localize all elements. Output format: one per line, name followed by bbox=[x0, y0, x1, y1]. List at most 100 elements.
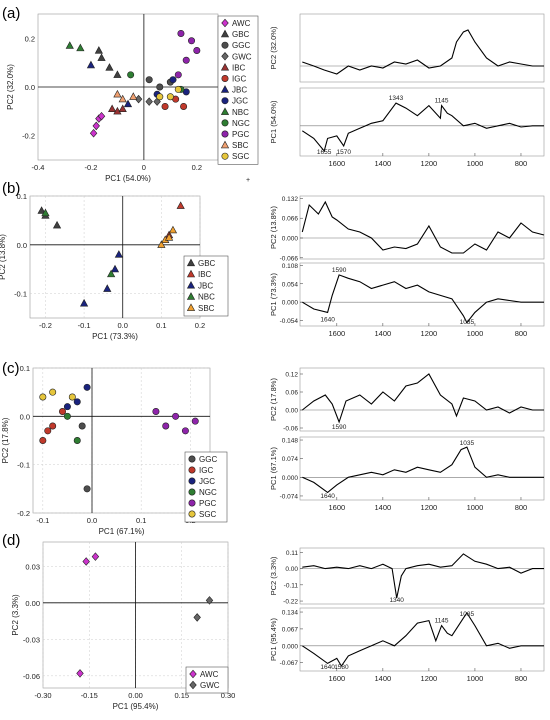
data-point bbox=[49, 388, 57, 396]
data-point bbox=[161, 102, 169, 110]
legend-marker bbox=[186, 280, 196, 289]
y-tick-label: 0.000 bbox=[282, 300, 299, 307]
legend-marker bbox=[221, 97, 229, 105]
x-tick-label: 1400 bbox=[375, 159, 392, 168]
y-tick-label: 0.132 bbox=[282, 196, 299, 203]
data-point bbox=[86, 60, 96, 69]
data-point bbox=[41, 208, 50, 217]
y-axis-label: PC2 (17.8%) bbox=[269, 378, 278, 421]
data-point bbox=[94, 46, 103, 54]
x-tick-label: 1000 bbox=[467, 503, 484, 512]
y-tick-label: 0.2 bbox=[25, 34, 35, 43]
plot-frame bbox=[299, 547, 545, 605]
legend-marker bbox=[188, 477, 196, 485]
y-tick-label: 0.148 bbox=[282, 438, 299, 445]
data-point bbox=[92, 121, 100, 131]
y-tick-label: -0.06 bbox=[283, 426, 298, 433]
y-tick-label: 0.00 bbox=[25, 599, 40, 608]
data-point bbox=[110, 264, 120, 273]
peak-label: 1640 bbox=[320, 316, 335, 323]
data-point bbox=[205, 596, 214, 605]
y-tick-label: 0.11 bbox=[286, 550, 299, 557]
y-tick-label: -0.054 bbox=[280, 318, 299, 325]
legend-marker bbox=[189, 669, 197, 679]
peak-label: 1640 bbox=[320, 493, 335, 500]
x-tick-label: -0.1 bbox=[36, 516, 49, 525]
legend-label: NBC bbox=[232, 108, 249, 117]
loading-spectrum: 0.148 0.074 0.000 -0.074 1600 1400 1200 1000 800… bbox=[269, 436, 545, 512]
data-point bbox=[172, 412, 180, 420]
panel-label: (d) bbox=[2, 532, 20, 549]
y-axis-label: PC2 (3.3%) bbox=[269, 556, 278, 595]
data-point bbox=[73, 398, 81, 406]
y-axis-label: PC2 (32.0%) bbox=[269, 26, 278, 69]
data-point bbox=[97, 111, 106, 121]
x-tick-label: 1600 bbox=[328, 329, 345, 338]
spectrum-line bbox=[302, 29, 544, 75]
legend-label: NGC bbox=[199, 488, 217, 497]
data-point bbox=[113, 89, 122, 98]
data-point bbox=[63, 403, 71, 411]
y-tick-label: 0.134 bbox=[282, 610, 299, 617]
legend-marker bbox=[186, 292, 196, 300]
x-tick-label: 0.1 bbox=[136, 516, 146, 525]
data-point bbox=[174, 85, 182, 93]
legend-marker bbox=[221, 152, 229, 160]
data-point bbox=[82, 557, 90, 566]
legend-label: IGC bbox=[199, 466, 213, 475]
data-point bbox=[52, 220, 62, 229]
legend-marker bbox=[188, 466, 196, 474]
spectrum-line bbox=[301, 102, 544, 153]
legend-label: SBC bbox=[198, 304, 215, 313]
data-point bbox=[118, 104, 127, 112]
legend-label: PGC bbox=[199, 499, 217, 508]
legend-label: SGC bbox=[199, 510, 217, 519]
y-tick-label: -0.1 bbox=[17, 461, 30, 470]
legend-label: AWC bbox=[232, 19, 251, 28]
y-axis-label: PC2 (3.3%) bbox=[11, 594, 20, 636]
peak-label: 1340 bbox=[389, 597, 404, 604]
data-point bbox=[193, 613, 201, 622]
data-point bbox=[123, 99, 133, 108]
x-tick-label: 1200 bbox=[421, 329, 438, 338]
x-tick-label: 0.2 bbox=[195, 321, 205, 330]
data-point bbox=[129, 92, 138, 100]
legend-marker bbox=[186, 258, 196, 267]
x-tick-label: 1600 bbox=[328, 674, 345, 683]
y-tick-label: 0.0 bbox=[17, 241, 27, 250]
peak-label: 1035 bbox=[460, 611, 475, 618]
data-point bbox=[107, 269, 116, 278]
data-point bbox=[162, 422, 170, 430]
legend-marker bbox=[221, 75, 229, 83]
legend-marker bbox=[221, 119, 229, 127]
legend-label: GBC bbox=[232, 30, 250, 39]
peak-label: 1580 bbox=[334, 664, 349, 671]
x-axis-label: PC1 (73.3%) bbox=[92, 332, 138, 341]
panel-label: (c) bbox=[2, 360, 20, 377]
data-point bbox=[134, 94, 143, 104]
data-point bbox=[63, 412, 71, 420]
x-tick-label: 800 bbox=[515, 329, 528, 338]
x-tick-label: 800 bbox=[515, 159, 528, 168]
spectrum-line bbox=[302, 446, 544, 494]
x-tick-label: -0.15 bbox=[81, 691, 98, 700]
x-tick-label: -0.30 bbox=[34, 691, 51, 700]
loading-spectrum: 0.108 0.054 0.000 -0.054 1600 1400 1200 1000 800… bbox=[269, 262, 545, 338]
x-tick-label: 0.15 bbox=[174, 691, 189, 700]
legend-marker bbox=[221, 52, 229, 61]
legend-marker bbox=[189, 680, 197, 690]
y-tick-label: -0.2 bbox=[22, 132, 35, 141]
plot-frame bbox=[299, 607, 545, 672]
data-point bbox=[91, 552, 100, 561]
loading-spectrum: 0.11 0.00 -0.11 -0.22 PC2 (3.3%) 1340 bbox=[269, 547, 545, 606]
x-tick-label: 0.0 bbox=[118, 321, 128, 330]
y-axis-label: PC1 (73.3%) bbox=[269, 273, 278, 316]
y-axis-label: PC2 (32.0%) bbox=[6, 64, 15, 110]
peak-label: 1655 bbox=[317, 149, 332, 156]
data-point bbox=[108, 104, 117, 112]
y-tick-label: 0.00 bbox=[285, 408, 298, 415]
legend-label: GGC bbox=[232, 41, 250, 50]
